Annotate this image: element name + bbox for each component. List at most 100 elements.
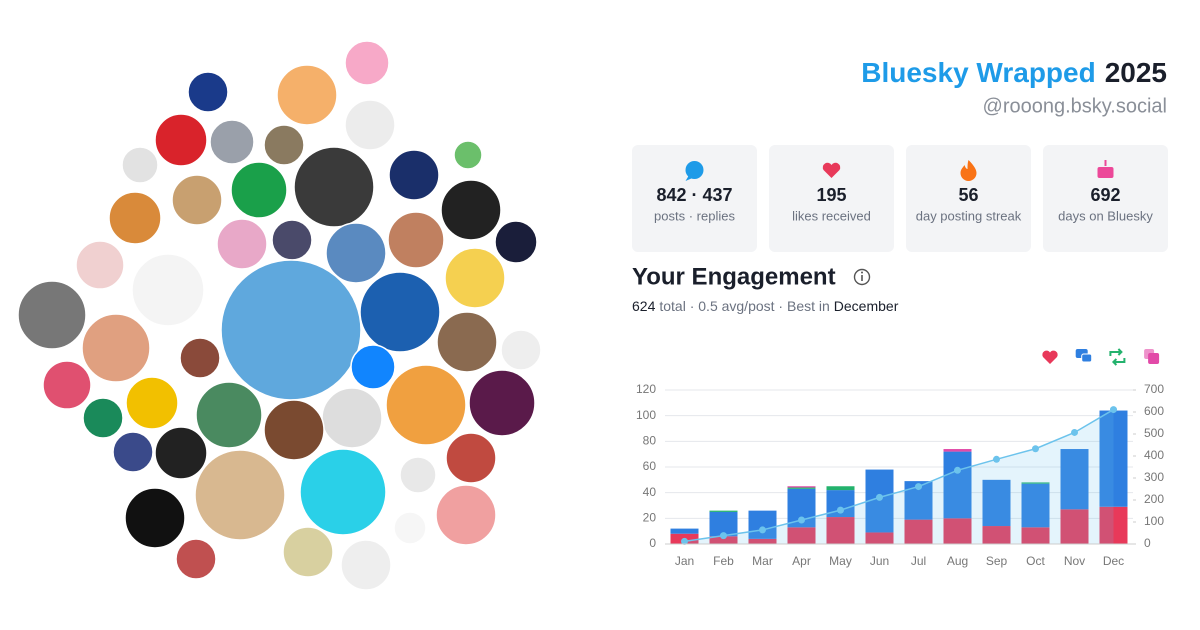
avatar bbox=[171, 174, 223, 226]
line-point bbox=[876, 493, 883, 501]
avatar bbox=[340, 539, 392, 591]
x-tick-label: Mar bbox=[752, 554, 773, 568]
stat-value: 692 bbox=[1090, 185, 1120, 205]
avatar bbox=[263, 399, 325, 461]
avatar bbox=[121, 146, 159, 184]
y-tick-label: 0 bbox=[649, 536, 656, 550]
avatar bbox=[282, 526, 334, 578]
stat-card bbox=[769, 145, 894, 252]
bar-segment bbox=[826, 486, 855, 491]
avatar bbox=[263, 124, 305, 166]
title: Bluesky Wrapped 2025 bbox=[861, 57, 1167, 88]
line-point bbox=[798, 516, 805, 524]
legend bbox=[1042, 348, 1160, 366]
bar-segment bbox=[826, 517, 855, 544]
engagement-summary: 624 total · 0.5 avg/post · Best in Decembe… bbox=[632, 298, 899, 314]
stat-label: days on Bluesky bbox=[1058, 208, 1153, 223]
y2-tick-label: 600 bbox=[1144, 404, 1164, 418]
x-tick-label: Feb bbox=[713, 554, 734, 568]
line-point bbox=[993, 455, 1000, 463]
avatar bbox=[216, 218, 268, 270]
bar-segment bbox=[787, 486, 816, 488]
avatar bbox=[81, 313, 151, 383]
stat-label: day posting streak bbox=[916, 208, 1022, 223]
avatar bbox=[175, 538, 217, 580]
bar-segment bbox=[904, 519, 933, 544]
bar-segment bbox=[943, 518, 972, 544]
x-tick-label: Jul bbox=[911, 554, 926, 568]
avatar bbox=[75, 240, 125, 290]
avatar bbox=[435, 484, 497, 546]
bar-segment bbox=[670, 528, 699, 534]
avatar bbox=[494, 220, 538, 264]
line-point bbox=[1071, 428, 1078, 436]
bar-segment bbox=[1099, 506, 1128, 544]
line-point bbox=[759, 526, 766, 534]
line-point bbox=[1110, 406, 1117, 414]
stat-value: 56 bbox=[958, 185, 978, 205]
avatar bbox=[436, 311, 498, 373]
bar-segment bbox=[709, 510, 738, 512]
x-tick-label: Jun bbox=[870, 554, 889, 568]
stat-value: 195 bbox=[816, 185, 846, 205]
avatar bbox=[125, 376, 179, 430]
avatar bbox=[500, 329, 542, 371]
bar-segment bbox=[787, 487, 816, 489]
avatar bbox=[209, 119, 255, 165]
avatar bbox=[293, 146, 375, 228]
icon-chat bbox=[685, 161, 704, 179]
y-tick-label: 60 bbox=[643, 459, 657, 473]
stat-cards: 842 · 437 posts · replies 195 likes receive… bbox=[632, 145, 1168, 252]
icon-chat-tail bbox=[685, 176, 693, 181]
avatar bbox=[131, 253, 205, 327]
bar-segment bbox=[1021, 483, 1050, 528]
bar-segment bbox=[1060, 449, 1089, 510]
avatar bbox=[108, 191, 162, 245]
x-tick-label: Oct bbox=[1026, 554, 1045, 568]
title-brand: Bluesky Wrapped bbox=[861, 57, 1095, 88]
bar-segment bbox=[943, 449, 972, 452]
x-tick-label: Jan bbox=[675, 554, 694, 568]
avatar bbox=[179, 337, 221, 379]
y2-tick-label: 100 bbox=[1144, 514, 1164, 528]
icon-candle bbox=[1104, 160, 1107, 166]
y2-tick-label: 500 bbox=[1144, 426, 1164, 440]
bar-segment bbox=[1021, 527, 1050, 544]
best-month: December bbox=[834, 298, 899, 314]
avatar bbox=[220, 259, 362, 401]
x-tick-label: Sep bbox=[986, 554, 1008, 568]
y2-tick-label: 400 bbox=[1144, 448, 1164, 462]
avatar bbox=[440, 179, 502, 241]
avatar bbox=[154, 113, 208, 167]
avatar bbox=[42, 360, 92, 410]
avatar bbox=[359, 271, 441, 353]
avatar bbox=[187, 71, 229, 113]
bar-segment bbox=[943, 451, 972, 519]
x-tick-label: Apr bbox=[792, 554, 811, 568]
avatar bbox=[387, 211, 445, 269]
avatar bbox=[271, 219, 313, 261]
avatar bbox=[350, 344, 396, 390]
legend-reply-2 bbox=[1081, 353, 1093, 363]
line-point bbox=[915, 483, 922, 491]
icon-flame bbox=[960, 160, 977, 181]
x-tick-label: May bbox=[829, 554, 852, 568]
x-tick-label: Nov bbox=[1064, 554, 1085, 568]
legend-repost bbox=[1109, 348, 1126, 366]
avatar bbox=[399, 456, 437, 494]
avatar bbox=[194, 449, 286, 541]
line-area bbox=[684, 409, 1114, 544]
stat-label: likes received bbox=[792, 208, 871, 223]
bar-segment bbox=[709, 536, 738, 544]
avatar-collage bbox=[17, 40, 542, 591]
avatar bbox=[344, 99, 396, 151]
avatar bbox=[393, 511, 427, 545]
avatar bbox=[444, 247, 506, 309]
bar-segment bbox=[865, 532, 894, 544]
bar-segment bbox=[1060, 509, 1089, 544]
line-point bbox=[837, 506, 844, 514]
total: 624 bbox=[632, 298, 656, 314]
avatar bbox=[388, 149, 440, 201]
avatar bbox=[325, 222, 387, 284]
stat-card bbox=[906, 145, 1031, 252]
